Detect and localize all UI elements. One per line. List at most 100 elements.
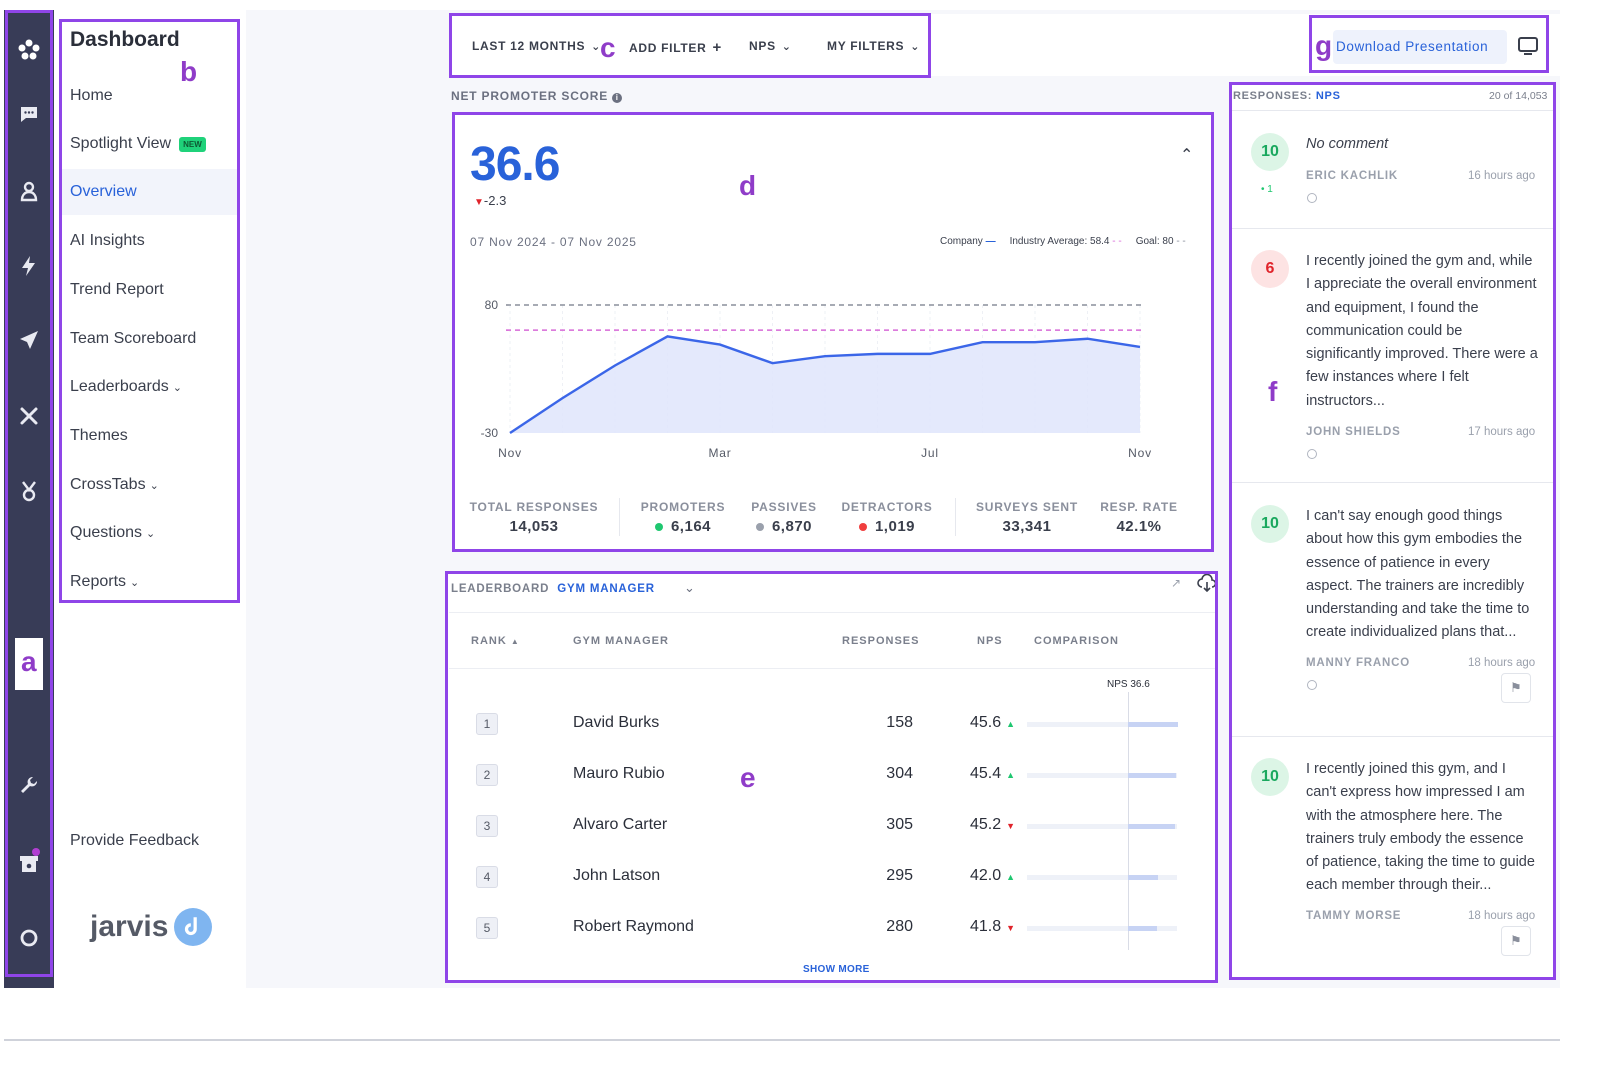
respondent-name[interactable]: ERIC KACHLIK [1306, 170, 1399, 182]
annotation-a: a [21, 646, 37, 677]
sidebar-item-label: Questions [70, 524, 143, 541]
respondent-name[interactable]: MANNY FRANCO [1306, 657, 1410, 669]
present-screen-icon[interactable] [1517, 36, 1539, 56]
nps-value: 45.2 ▼ [970, 816, 1015, 834]
col-rank-label: RANK [471, 635, 507, 647]
stat-value: 6,164 [603, 518, 763, 535]
tools-icon[interactable] [4, 398, 54, 434]
x-tick-label: Mar [708, 446, 731, 460]
sidebar-item-themes[interactable]: Themes [70, 427, 128, 445]
rank-badge: 3 [476, 815, 498, 837]
user-icon[interactable] [4, 173, 54, 209]
sidebar-item-trend-report[interactable]: Trend Report [70, 281, 164, 299]
manager-name[interactable]: Alvaro Carter [573, 816, 668, 833]
legend-company-swatch: — [985, 236, 996, 247]
plus-icon: + [712, 39, 722, 56]
responses-count: 295 [886, 867, 913, 884]
stat-value-text: 33,341 [1002, 518, 1052, 535]
cloud-download-icon[interactable] [1197, 573, 1217, 593]
medal-icon[interactable] [4, 473, 54, 509]
comparison-bar [1128, 722, 1178, 727]
flag-icon[interactable]: ⚑ [1501, 926, 1531, 956]
sidebar-item-overview[interactable]: Overview [60, 169, 238, 215]
comparison-bar [1128, 875, 1158, 880]
sidebar-item-spotlight-view[interactable]: Spotlight View NEW [70, 135, 206, 153]
sort-asc-icon: ▲ [510, 637, 520, 646]
divider [449, 612, 1215, 613]
manager-name[interactable]: Robert Raymond [573, 918, 694, 935]
col-rank[interactable]: RANK ▲ [471, 635, 520, 647]
stat-label: PASSIVES [751, 500, 817, 514]
nps-label: NPS [749, 39, 776, 53]
sidebar-item-ai-insights[interactable]: AI Insights [70, 232, 145, 250]
nps-value-text: 45.2 [970, 816, 1002, 833]
rank-badge: 2 [476, 764, 498, 786]
chat-icon[interactable] [4, 96, 54, 132]
response-text[interactable]: No comment [1306, 136, 1389, 152]
sidebar-item-label: Trend Report [70, 281, 164, 298]
responses-count: 158 [886, 714, 913, 731]
responses-count: 305 [886, 816, 913, 833]
col-gym-manager[interactable]: GYM MANAGER [573, 635, 669, 647]
score-badge: 10 [1251, 505, 1289, 543]
chevron-down-icon: ⌄ [149, 479, 159, 492]
leaderboard-group[interactable]: GYM MANAGER [557, 583, 655, 595]
notification-dot [32, 848, 40, 856]
settings-icon[interactable] [4, 920, 54, 956]
logo-icon[interactable] [4, 32, 54, 68]
info-icon[interactable]: i [612, 93, 623, 103]
rank-badge: 5 [476, 917, 498, 939]
nps-section-title: NET PROMOTER SCORE i [451, 89, 623, 103]
expand-icon[interactable]: ↗ [1171, 576, 1182, 590]
col-comparison[interactable]: COMPARISON [1034, 635, 1119, 647]
response-text[interactable]: I recently joined the gym and, while I a… [1306, 253, 1538, 409]
response-text[interactable]: I recently joined this gym, and I can't … [1306, 761, 1535, 894]
sidebar-item-label: Leaderboards [70, 378, 169, 395]
store-icon[interactable] [4, 845, 54, 881]
legend-industry-label: Industry Average: 58.4 [1009, 236, 1110, 247]
flag-icon[interactable]: ⚑ [1501, 673, 1531, 703]
nps-caption: NET PROMOTER SCORE [451, 89, 609, 103]
respondent-name[interactable]: TAMMY MORSE [1306, 910, 1402, 922]
likes-count: • 1 [1261, 184, 1273, 195]
nps-value-text: 41.8 [970, 918, 1002, 935]
response-time: 17 hours ago [1468, 426, 1536, 438]
col-nps[interactable]: NPS [977, 635, 1003, 647]
response-text[interactable]: I can't say enough good things about how… [1306, 508, 1530, 641]
sidebar-item-questions[interactable]: Questions ⌄ [70, 524, 155, 542]
my-filters-dropdown[interactable]: MY FILTERS ⌄ [827, 39, 920, 53]
nps-delta-value: -2.3 [483, 193, 507, 208]
show-more-link[interactable]: SHOW MORE [803, 964, 870, 975]
sidebar-item-reports[interactable]: Reports ⌄ [70, 573, 139, 591]
manager-name[interactable]: Mauro Rubio [573, 765, 665, 782]
responses-filter[interactable]: NPS [1315, 90, 1341, 102]
respondent-name[interactable]: JOHN SHIELDS [1306, 426, 1401, 438]
manager-name[interactable]: David Burks [573, 714, 660, 731]
provide-feedback-link[interactable]: Provide Feedback [70, 832, 199, 850]
nps-filter[interactable]: NPS ⌄ [749, 39, 792, 53]
nps-value-text: 45.6 [970, 714, 1002, 731]
trend-down-icon: ▼ [1006, 923, 1016, 933]
collapse-chevron-icon[interactable]: ⌃ [1180, 147, 1194, 164]
sidebar-item-home[interactable]: Home [70, 87, 113, 105]
annotation-c: c [600, 32, 616, 63]
col-responses[interactable]: RESPONSES [842, 635, 920, 647]
response-time: 18 hours ago [1468, 657, 1536, 669]
sidebar-item-leaderboards[interactable]: Leaderboards ⌄ [70, 378, 182, 396]
stat-value: 42.1% [1059, 518, 1219, 535]
manager-name[interactable]: John Latson [573, 867, 661, 884]
send-icon[interactable] [4, 322, 54, 358]
add-filter-button[interactable]: ADD FILTER + [629, 39, 722, 56]
bolt-icon[interactable] [4, 248, 54, 284]
sidebar-item-team-scoreboard[interactable]: Team Scoreboard [70, 330, 196, 348]
wrench-icon[interactable] [4, 768, 54, 804]
group-chevron-down-icon[interactable]: ⌄ [684, 580, 695, 595]
bottom-divider [4, 1039, 1560, 1041]
period-filter[interactable]: LAST 12 MONTHS ⌄ [472, 39, 601, 53]
leaderboard-title: LEADERBOARD GYM MANAGER [451, 583, 655, 595]
date-range: 07 Nov 2024 - 07 Nov 2025 [470, 235, 637, 249]
sidebar-item-crosstabs[interactable]: CrossTabs ⌄ [70, 476, 159, 494]
download-presentation-button[interactable]: Download Presentation [1333, 30, 1507, 64]
legend-goal: Goal: 80 - - [1136, 236, 1186, 247]
company-series-line [509, 335, 1141, 434]
